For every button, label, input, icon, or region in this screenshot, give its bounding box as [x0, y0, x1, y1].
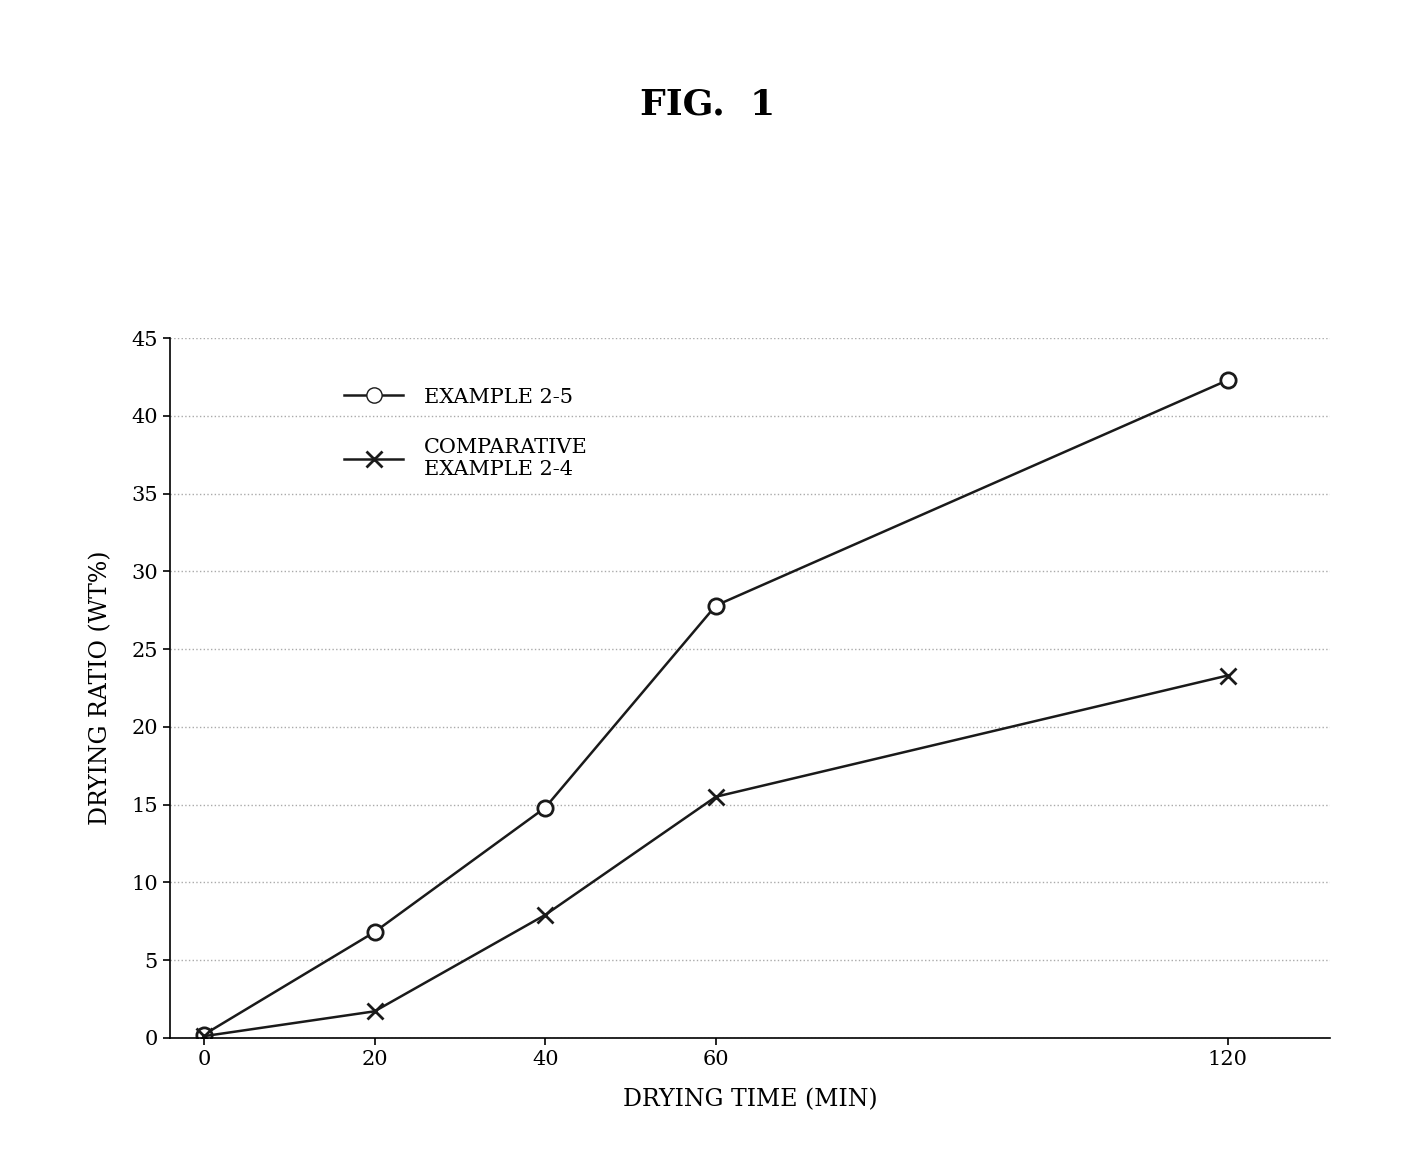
Text: FIG.  1: FIG. 1: [640, 87, 775, 122]
Y-axis label: DRYING RATIO (WT%): DRYING RATIO (WT%): [89, 550, 112, 826]
Line: COMPARATIVE
EXAMPLE 2-4: COMPARATIVE EXAMPLE 2-4: [195, 667, 1237, 1045]
EXAMPLE 2-5: [708, 598, 724, 612]
COMPARATIVE
EXAMPLE 2-4: [366, 1004, 383, 1018]
X-axis label: DRYING TIME (MIN): DRYING TIME (MIN): [623, 1088, 877, 1111]
COMPARATIVE
EXAMPLE 2-4: [1220, 668, 1237, 682]
EXAMPLE 2-5: [195, 1027, 212, 1041]
Line: EXAMPLE 2-5: EXAMPLE 2-5: [197, 372, 1235, 1042]
COMPARATIVE
EXAMPLE 2-4: [708, 789, 724, 803]
COMPARATIVE
EXAMPLE 2-4: [536, 908, 553, 922]
EXAMPLE 2-5: [366, 925, 383, 939]
Legend: EXAMPLE 2-5, COMPARATIVE
EXAMPLE 2-4: EXAMPLE 2-5, COMPARATIVE EXAMPLE 2-4: [320, 363, 613, 504]
COMPARATIVE
EXAMPLE 2-4: [195, 1030, 212, 1044]
EXAMPLE 2-5: [1220, 373, 1237, 387]
EXAMPLE 2-5: [536, 801, 553, 815]
